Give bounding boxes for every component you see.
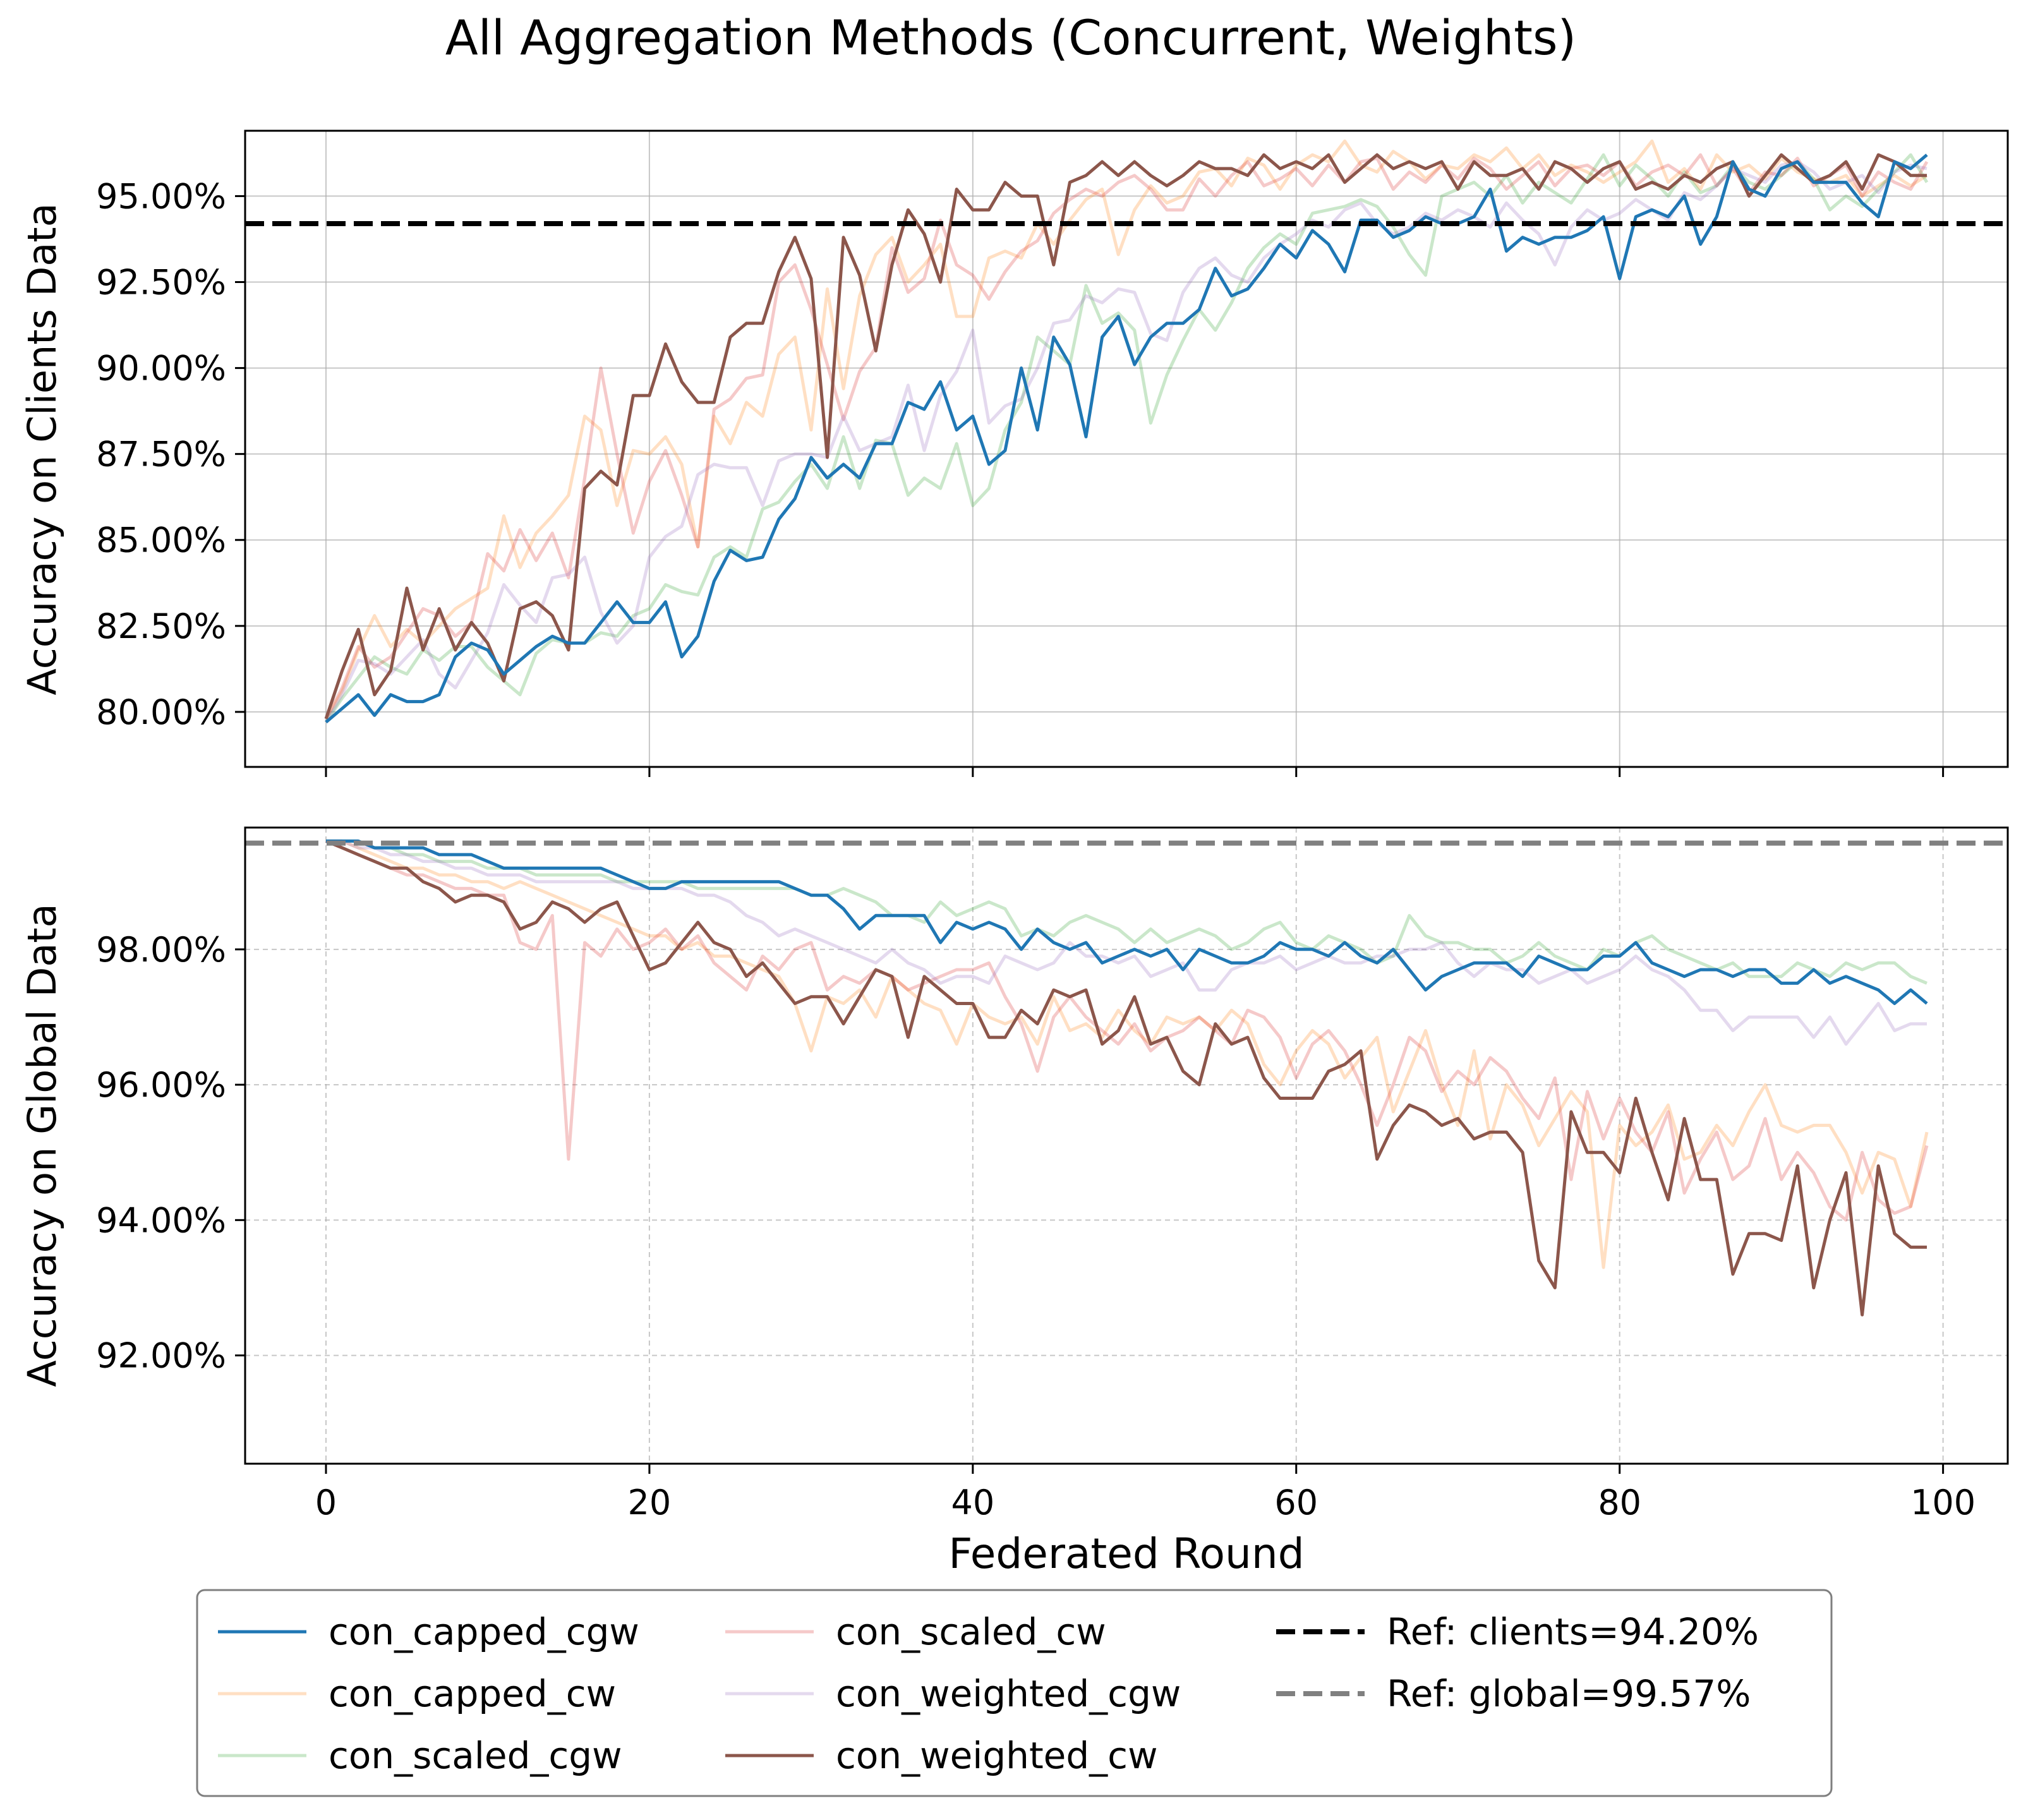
bottom-series-lines bbox=[325, 839, 1929, 1317]
x-tick-label: 60 bbox=[1274, 1483, 1318, 1522]
top-y-tick-label: 82.50% bbox=[96, 606, 226, 646]
bottom-series-con-capped-cgw bbox=[326, 839, 1928, 1005]
legend-box bbox=[196, 1589, 1833, 1797]
x-tick-label: 80 bbox=[1598, 1483, 1641, 1522]
bottom-y-tick-label: 96.00% bbox=[96, 1065, 226, 1105]
x-tick-label: 0 bbox=[315, 1483, 337, 1522]
legend-label-con-weighted-cgw: con_weighted_cgw bbox=[836, 1672, 1181, 1715]
bottom-series-con-scaled-cgw bbox=[326, 839, 1927, 985]
top-ylabel: Accuracy on Clients Data bbox=[19, 203, 65, 695]
top-axes-frame bbox=[244, 130, 2009, 768]
top-y-tick-label: 92.50% bbox=[96, 263, 226, 303]
bottom-y-tick-label: 98.00% bbox=[96, 930, 226, 970]
top-plot: 80.00% 82.50% 85.00% 87.50% 90.00% 92.50% 95.0… bbox=[19, 130, 2009, 777]
top-series-lines bbox=[324, 139, 1929, 724]
top-series-con-weighted-cw bbox=[324, 153, 1927, 720]
legend-label-con-scaled-cgw: con_scaled_cgw bbox=[329, 1734, 622, 1777]
bottom-y-tick-label: 94.00% bbox=[96, 1200, 226, 1240]
bottom-series-con-scaled-cw bbox=[325, 840, 1929, 1222]
bottom-plot: 0 20 40 60 80 100 92.00% 94.00% 96.00% 98.00% Acc… bbox=[19, 826, 2009, 1578]
top-series-con-weighted-cgw bbox=[324, 160, 1927, 723]
bottom-axes-frame bbox=[244, 826, 2009, 1465]
top-grid bbox=[245, 131, 2008, 767]
x-axis-label: Federated Round bbox=[948, 1529, 1304, 1578]
bottom-series-con-weighted-cgw bbox=[326, 839, 1927, 1046]
top-y-tick-label: 95.00% bbox=[96, 176, 226, 216]
top-y-tick-label: 85.00% bbox=[96, 521, 226, 560]
x-tick-label: 20 bbox=[628, 1483, 672, 1522]
x-tick-label: 40 bbox=[951, 1483, 994, 1522]
top-series-con-scaled-cw bbox=[324, 153, 1929, 720]
legend-label-ref-clients: Ref: clients=94.20% bbox=[1387, 1610, 1759, 1653]
top-series-con-capped-cw bbox=[324, 139, 1928, 720]
top-ticks: 80.00% 82.50% 85.00% 87.50% 90.00% 92.50% 95.0… bbox=[96, 176, 1945, 777]
legend-label-con-capped-cw: con_capped_cw bbox=[329, 1672, 616, 1715]
bottom-grid bbox=[245, 828, 2008, 1464]
legend: con_capped_cgw con_capped_cw con_scaled_cg… bbox=[196, 1589, 1833, 1797]
legend-label-ref-global: Ref: global=99.57% bbox=[1387, 1672, 1751, 1715]
top-series-con-scaled-cgw bbox=[324, 153, 1929, 723]
legend-label-con-capped-cgw: con_capped_cgw bbox=[329, 1610, 639, 1653]
top-y-tick-label: 90.00% bbox=[96, 349, 226, 389]
bottom-series-con-capped-cw bbox=[326, 839, 1929, 1269]
bottom-ticks: 0 20 40 60 80 100 92.00% 94.00% 96.00% 98.00% bbox=[96, 930, 1976, 1522]
top-y-tick-label: 80.00% bbox=[96, 692, 226, 732]
chart-title: All Aggregation Methods (Concurrent, Wei… bbox=[445, 9, 1576, 66]
x-tick-label: 100 bbox=[1910, 1483, 1976, 1522]
legend-label-con-weighted-cw: con_weighted_cw bbox=[836, 1734, 1158, 1777]
legend-label-con-scaled-cw: con_scaled_cw bbox=[836, 1610, 1106, 1653]
bottom-ylabel: Accuracy on Global Data bbox=[19, 903, 65, 1387]
bottom-series-con-weighted-cw bbox=[325, 840, 1927, 1317]
top-y-tick-label: 87.50% bbox=[96, 435, 226, 474]
top-series-con-capped-cgw bbox=[325, 154, 1928, 724]
bottom-y-tick-label: 92.00% bbox=[96, 1336, 226, 1376]
